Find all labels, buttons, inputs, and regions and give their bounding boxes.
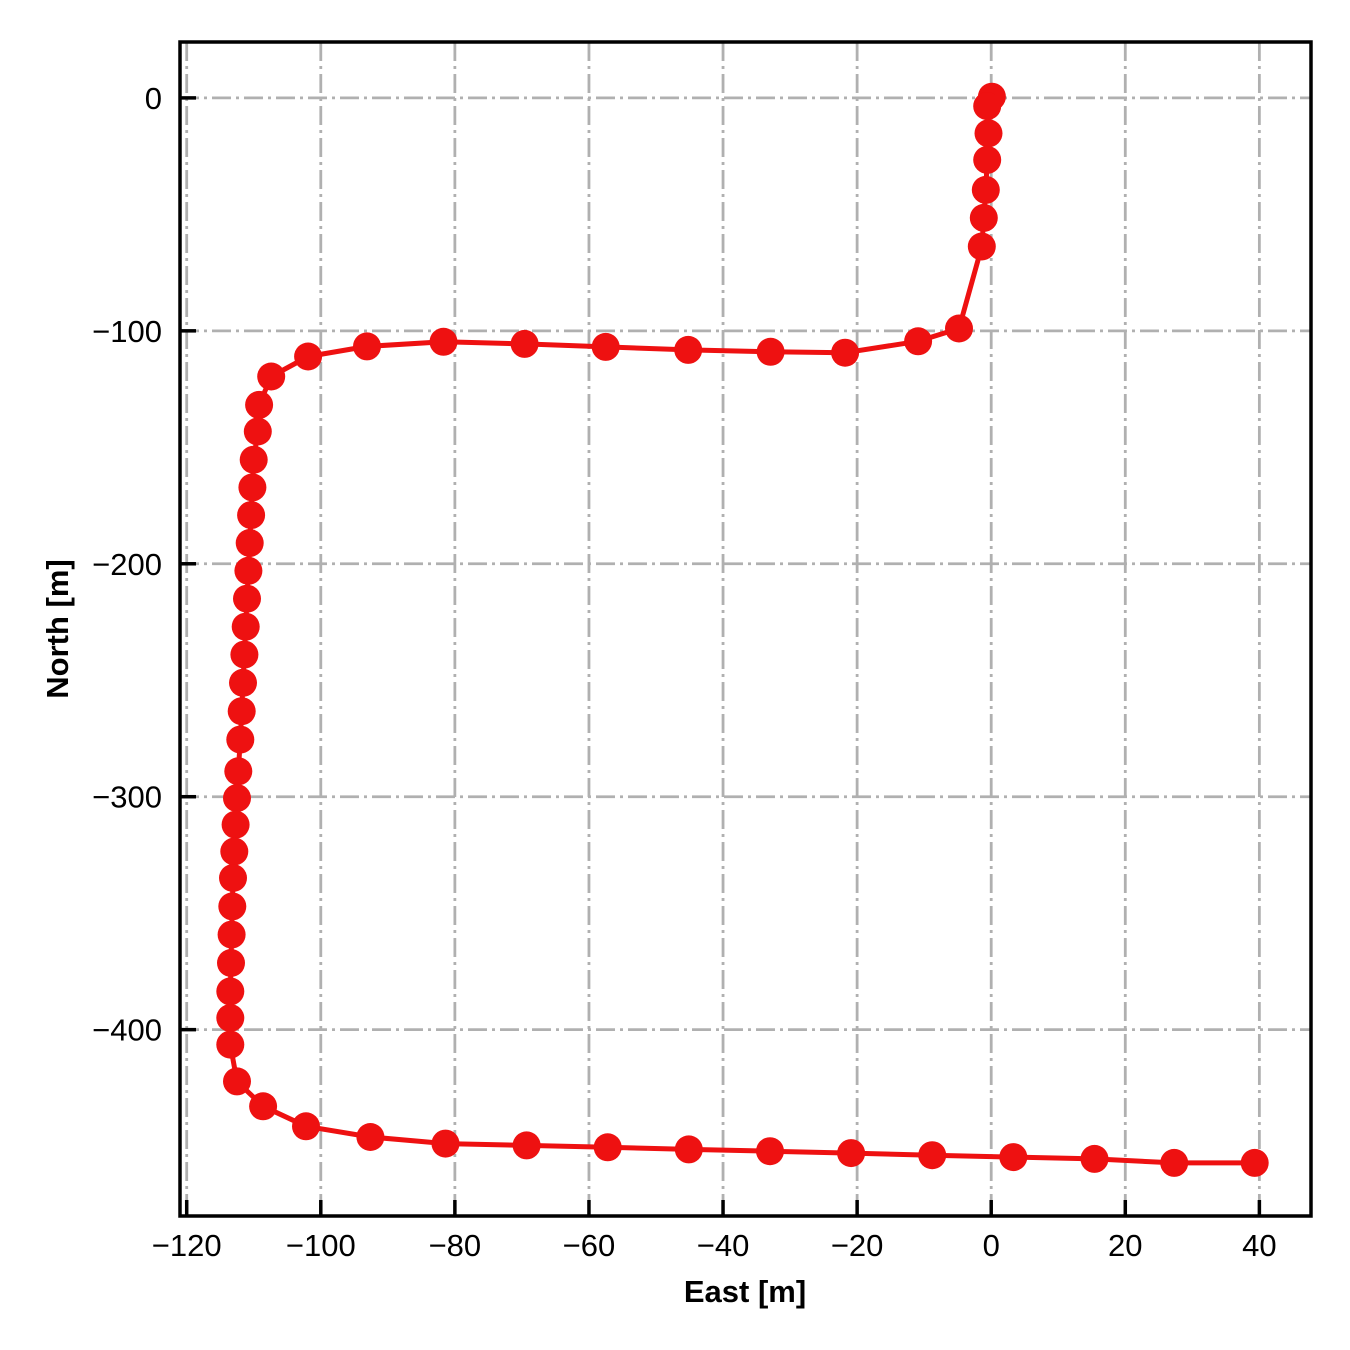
data-point-marker: [218, 892, 247, 921]
data-point-marker: [756, 337, 785, 366]
data-point-marker: [233, 584, 261, 613]
data-point-marker: [945, 314, 973, 343]
y-tick-label: −100: [92, 314, 162, 349]
x-tick-label: −20: [831, 1228, 884, 1263]
y-tick-label: −300: [92, 780, 162, 815]
data-point-marker: [221, 810, 250, 839]
y-tick-label: −200: [92, 547, 162, 582]
y-tick-label: 0: [145, 81, 162, 116]
data-point-marker: [593, 1133, 622, 1162]
data-point-marker: [219, 864, 247, 892]
data-point-marker: [510, 329, 539, 358]
plot-border-spines: [178, 40, 1313, 1218]
data-point-marker: [674, 335, 703, 364]
data-point-marker: [217, 949, 245, 977]
data-point-marker: [974, 119, 1003, 148]
data-point-marker: [226, 725, 255, 754]
data-point-marker: [973, 145, 1002, 174]
data-point-marker: [837, 1139, 866, 1168]
x-tick-label: 0: [983, 1228, 1000, 1263]
data-point-marker: [223, 1067, 251, 1096]
data-point-marker: [756, 1137, 784, 1166]
data-point-marker: [353, 332, 381, 361]
data-point-marker: [224, 757, 253, 786]
x-tick-label: −80: [429, 1228, 482, 1263]
data-point-marker: [967, 232, 996, 261]
tick-label-layer: −120 −100 −80 −60 −40 −20 0 20 400−100−200−300−4…: [92, 81, 1276, 1263]
data-point-marker: [216, 1030, 245, 1059]
data-point-marker: [918, 1141, 947, 1170]
data-point-marker: [1240, 1148, 1269, 1177]
y-axis-label: North [m]: [40, 559, 75, 698]
data-point-marker: [223, 784, 251, 813]
data-point-marker: [245, 390, 274, 419]
x-tick-label: 40: [1242, 1228, 1276, 1263]
data-point-marker: [237, 501, 266, 530]
data-point-marker: [429, 327, 458, 356]
grid-layer: [180, 42, 1311, 1216]
data-point-marker: [1080, 1144, 1109, 1173]
data-point-marker: [904, 327, 933, 356]
data-point-marker: [512, 1131, 541, 1160]
data-point-marker: [238, 473, 267, 502]
x-axis-label: East [m]: [684, 1274, 806, 1309]
trajectory-series: [216, 82, 1269, 1177]
data-point-marker: [216, 977, 245, 1006]
data-point-marker: [220, 837, 249, 866]
data-point-marker: [235, 529, 264, 557]
data-point-marker: [973, 92, 1002, 121]
y-tick-label: −400: [92, 1013, 162, 1048]
data-point-marker: [356, 1123, 385, 1151]
data-point-marker: [231, 612, 260, 641]
data-point-marker: [971, 175, 1000, 204]
data-point-marker: [999, 1143, 1028, 1172]
data-point-marker: [591, 332, 620, 361]
data-point-marker: [230, 640, 259, 669]
x-tick-label: −120: [152, 1228, 222, 1263]
data-point-marker: [431, 1129, 460, 1158]
data-point-marker: [227, 697, 256, 726]
data-point-marker: [257, 362, 286, 391]
data-point-marker: [294, 342, 323, 371]
x-tick-label: −40: [697, 1228, 750, 1263]
data-point-marker: [243, 417, 272, 446]
data-point-marker: [239, 445, 268, 474]
x-tick-label: 20: [1108, 1228, 1142, 1263]
data-point-marker: [234, 556, 263, 585]
data-point-marker: [217, 920, 246, 949]
data-point-marker: [674, 1135, 703, 1164]
data-point-marker: [249, 1092, 278, 1121]
data-point-marker: [1160, 1148, 1189, 1177]
x-tick-label: −100: [286, 1228, 356, 1263]
data-point-marker: [831, 338, 860, 367]
data-point-marker: [292, 1112, 320, 1141]
data-point-marker: [229, 668, 257, 697]
x-tick-label: −60: [563, 1228, 616, 1263]
data-point-marker: [216, 1004, 245, 1032]
data-point-marker: [969, 203, 998, 232]
trajectory-line: [227, 94, 1258, 1166]
axes-layer: [178, 40, 1313, 1218]
